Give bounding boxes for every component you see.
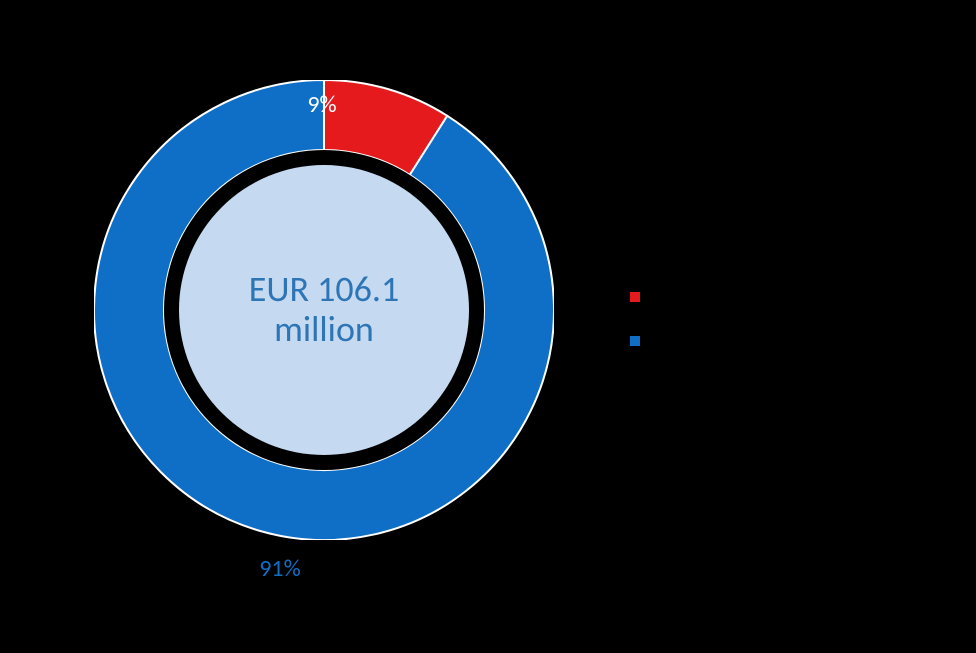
legend-swatch-1 (630, 336, 640, 346)
pct-label-0: 9% (292, 90, 352, 119)
legend-text-0: Administrative expenditure (650, 286, 849, 308)
legend-text-1: Operational expenditure (650, 330, 829, 352)
legend-item-1: Operational expenditure (630, 330, 849, 352)
legend: Administrative expenditure Operational e… (630, 286, 849, 352)
pct-label-1: 91% (250, 554, 310, 583)
donut-svg (94, 80, 554, 540)
legend-swatch-0 (630, 292, 640, 302)
donut-wrap: EUR 106.1 million (94, 80, 554, 540)
chart-title-visible: EASA budget 2014 (146, 20, 339, 52)
legend-item-0: Administrative expenditure (630, 286, 849, 308)
